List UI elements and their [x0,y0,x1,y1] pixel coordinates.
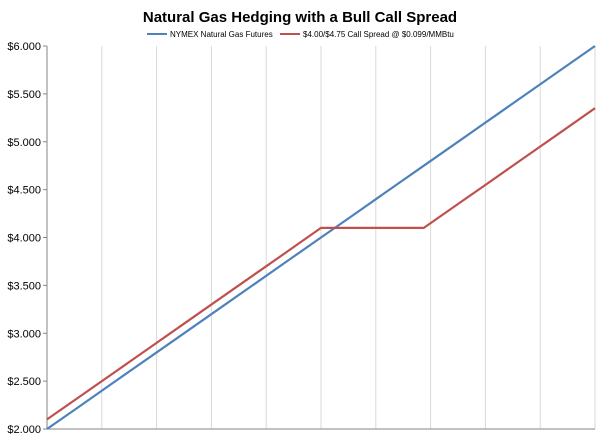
legend-label-call-spread: $4.00/$4.75 Call Spread @ $0.099/MMBtu [303,30,454,39]
y-tick-label: $5.000 [7,137,41,149]
y-tick-label: $5.500 [7,89,41,101]
series-line-futures [46,45,596,430]
y-tick-label: $2.000 [7,424,41,436]
chart-title: Natural Gas Hedging with a Bull Call Spr… [143,9,457,26]
y-tick-label: $4.000 [7,233,41,245]
y-tick-label: $6.000 [7,41,41,53]
legend: NYMEX Natural Gas Futures $4.00/$4.75 Ca… [147,30,454,39]
series-layer [46,45,596,430]
y-tick-label: $2.500 [7,376,41,388]
y-axis-ticks: $2.000 $2.500 $3.000 $3.500 $4.000 $4.500 $5.0… [7,41,47,436]
y-tick-label: $3.500 [7,280,41,292]
gridlines [101,46,596,429]
series-line-call-spread [46,107,596,421]
y-tick-label: $3.000 [7,328,41,340]
y-tick-label: $4.500 [7,185,41,197]
legend-label-futures: NYMEX Natural Gas Futures [170,30,273,39]
